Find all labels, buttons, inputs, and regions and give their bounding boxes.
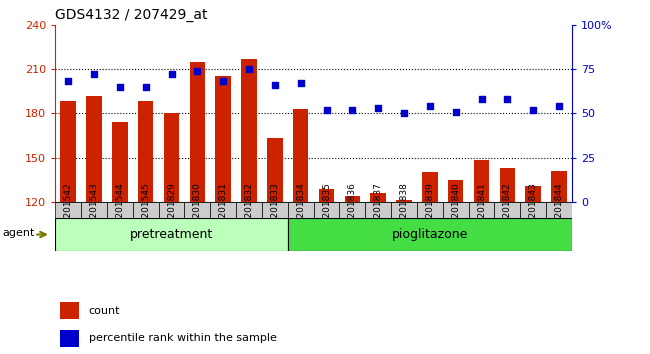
Text: percentile rank within the sample: percentile rank within the sample [89, 333, 277, 343]
Point [140, 84, 151, 90]
Text: GSM201542: GSM201542 [64, 182, 73, 237]
Text: GSM201830: GSM201830 [193, 182, 202, 237]
Point [424, 103, 435, 109]
Bar [262, 202, 288, 218]
Bar [313, 202, 339, 218]
Bar [391, 202, 417, 218]
Bar [55, 218, 288, 251]
Bar [443, 202, 469, 218]
Text: count: count [89, 306, 120, 316]
Bar [215, 76, 231, 202]
Text: GSM201836: GSM201836 [348, 182, 357, 237]
Bar [190, 62, 205, 202]
Bar [551, 171, 567, 202]
Point [321, 107, 332, 113]
Point [373, 105, 384, 111]
Text: GSM201835: GSM201835 [322, 182, 331, 237]
Text: GSM201831: GSM201831 [218, 182, 227, 237]
Bar [474, 160, 489, 202]
Point [192, 68, 203, 74]
Text: GSM201838: GSM201838 [400, 182, 409, 237]
Text: GSM201837: GSM201837 [374, 182, 383, 237]
Bar [138, 102, 153, 202]
Bar [339, 202, 365, 218]
Point [244, 66, 254, 72]
Bar [133, 202, 159, 218]
Bar [469, 202, 495, 218]
Bar [60, 302, 79, 319]
Bar [185, 202, 211, 218]
Bar [60, 330, 79, 347]
Bar [344, 196, 360, 202]
Bar [107, 202, 133, 218]
Bar [525, 185, 541, 202]
Point [296, 80, 306, 86]
Point [528, 107, 538, 113]
Bar [293, 109, 309, 202]
Text: GSM201545: GSM201545 [141, 182, 150, 237]
Bar [370, 193, 386, 202]
Bar [81, 202, 107, 218]
Point [347, 107, 358, 113]
Bar [241, 59, 257, 202]
Text: GSM201842: GSM201842 [503, 182, 512, 237]
Text: GSM201843: GSM201843 [528, 182, 538, 237]
Bar [396, 200, 412, 202]
Point [89, 72, 99, 77]
Text: GSM201839: GSM201839 [425, 182, 434, 237]
Text: GSM201832: GSM201832 [244, 182, 254, 237]
Bar [164, 113, 179, 202]
Text: agent: agent [3, 228, 35, 238]
Bar [365, 202, 391, 218]
Bar [448, 180, 463, 202]
Text: GDS4132 / 207429_at: GDS4132 / 207429_at [55, 8, 208, 22]
Bar [55, 202, 81, 218]
Bar [546, 202, 572, 218]
Point [218, 79, 228, 84]
Bar [211, 202, 236, 218]
Bar [318, 189, 334, 202]
Point [270, 82, 280, 88]
Text: pretreatment: pretreatment [130, 228, 213, 241]
Text: GSM201833: GSM201833 [270, 182, 280, 237]
Bar [521, 202, 546, 218]
Point [450, 109, 461, 114]
Point [502, 96, 513, 102]
Bar [267, 138, 283, 202]
Bar [422, 172, 437, 202]
Bar [500, 168, 515, 202]
Text: GSM201834: GSM201834 [296, 182, 306, 237]
Text: GSM201543: GSM201543 [90, 182, 99, 237]
Bar [236, 202, 262, 218]
Point [114, 84, 125, 90]
Point [166, 72, 177, 77]
Bar [288, 218, 572, 251]
Text: GSM201844: GSM201844 [554, 182, 564, 237]
Text: GSM201841: GSM201841 [477, 182, 486, 237]
Text: GSM201840: GSM201840 [451, 182, 460, 237]
Bar [112, 122, 127, 202]
Bar [86, 96, 102, 202]
Bar [288, 202, 313, 218]
Bar [417, 202, 443, 218]
Text: pioglitazone: pioglitazone [392, 228, 468, 241]
Bar [60, 102, 76, 202]
Bar [495, 202, 521, 218]
Point [399, 110, 410, 116]
Point [63, 79, 73, 84]
Text: GSM201544: GSM201544 [115, 182, 124, 237]
Point [476, 96, 487, 102]
Point [554, 103, 564, 109]
Text: GSM201829: GSM201829 [167, 182, 176, 237]
Bar [159, 202, 185, 218]
